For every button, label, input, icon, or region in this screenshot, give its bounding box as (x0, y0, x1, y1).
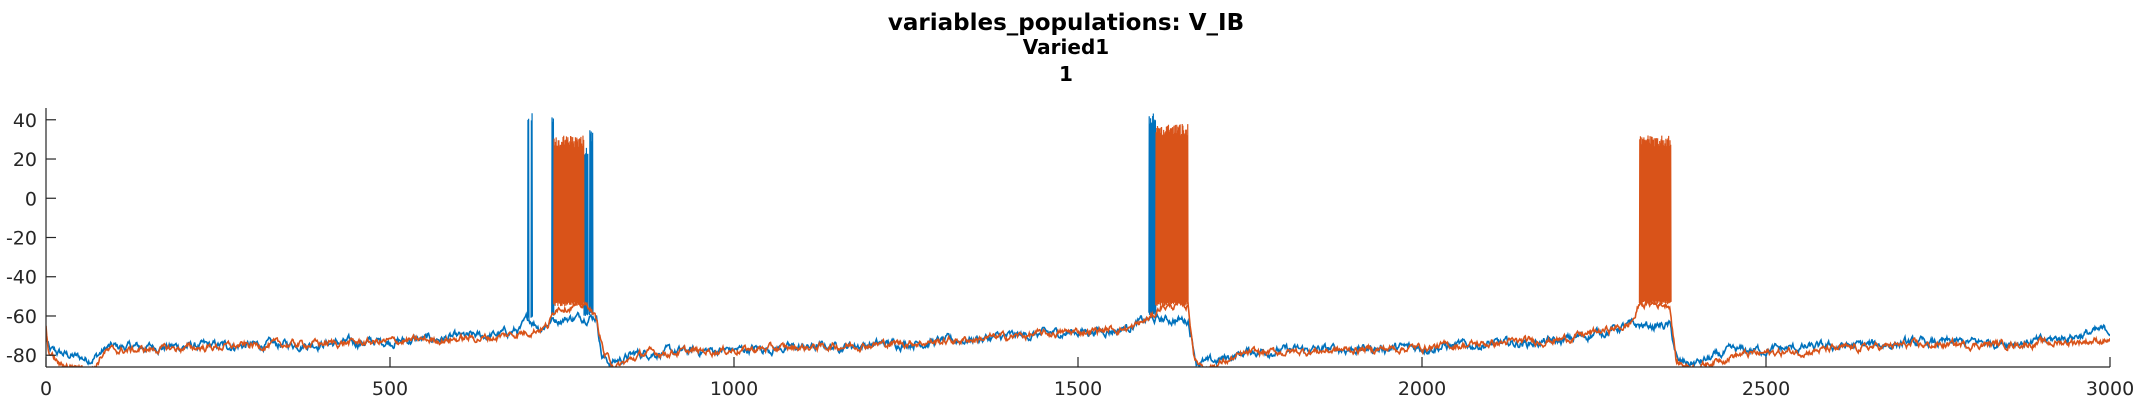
series-1-burst-3 (551, 117, 555, 316)
y-tick-label: -20 (6, 228, 37, 250)
series-2-burst-1 (553, 135, 585, 307)
series-1-burst-4 (583, 147, 589, 316)
x-tick-label: 2000 (1398, 378, 1446, 400)
y-tick-label: 0 (25, 188, 37, 210)
series-2-burst-2 (1155, 123, 1189, 307)
x-tick-label: 1500 (1054, 378, 1102, 400)
chart-subtitle: Varied1 (1023, 35, 1109, 59)
series-1-burst-5 (588, 130, 594, 316)
x-tick-label: 1000 (710, 378, 758, 400)
series-2-line (46, 297, 2110, 367)
x-tick-label: 500 (372, 378, 408, 400)
axes: 0 500 1000 1500 2000 2500 3000 -80 -60 -40 -20 0 20 4… (6, 108, 2133, 400)
chart-title: variables_populations: V_IB (888, 10, 1244, 36)
series-1-burst-1 (527, 118, 530, 320)
y-tick-label: -80 (6, 345, 37, 367)
series-2-burst-3 (1638, 135, 1672, 305)
y-tick-label: 20 (13, 149, 37, 171)
series-1-burst-6 (1148, 113, 1157, 316)
series-1-burst-2 (530, 113, 534, 318)
y-tick-label: -40 (6, 267, 37, 289)
x-tick-label: 0 (40, 378, 52, 400)
y-tick-label: 40 (13, 110, 37, 132)
x-tick-label: 2500 (1742, 378, 1790, 400)
plot-area (46, 113, 2110, 367)
series-1-line (46, 311, 2110, 367)
chart-subtitle-2: 1 (1059, 62, 1073, 86)
y-tick-label: -60 (6, 306, 37, 328)
x-tick-label: 3000 (2086, 378, 2133, 400)
